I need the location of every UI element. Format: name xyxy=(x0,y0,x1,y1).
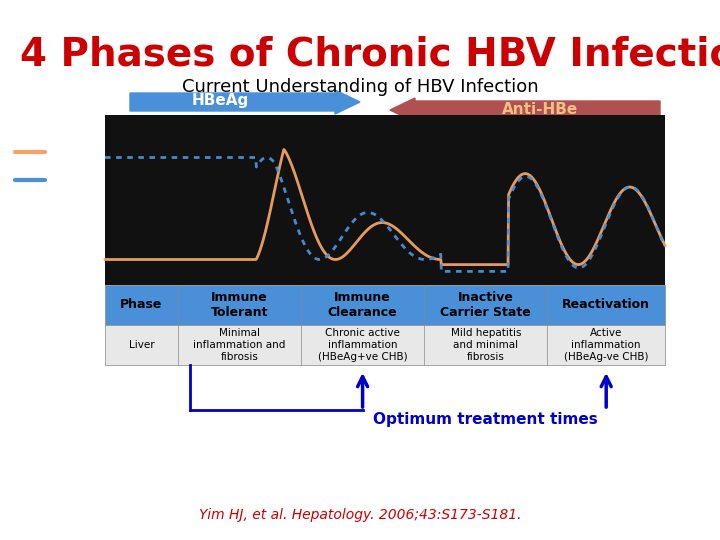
Text: Reactivation: Reactivation xyxy=(562,299,650,312)
Text: Chronic active
inflammation
(HBeAg+ve CHB): Chronic active inflammation (HBeAg+ve CH… xyxy=(318,328,408,362)
Text: Yim HJ, et al. Hepatology. 2006;43:S173-S181.: Yim HJ, et al. Hepatology. 2006;43:S173-… xyxy=(199,508,521,522)
Bar xyxy=(105,285,665,325)
Text: Current Understanding of HBV Infection: Current Understanding of HBV Infection xyxy=(181,78,539,96)
Text: Liver: Liver xyxy=(129,340,154,350)
Text: HBeAg: HBeAg xyxy=(192,93,248,109)
FancyArrow shape xyxy=(130,90,360,114)
Bar xyxy=(105,115,665,285)
Text: Immune
Clearance: Immune Clearance xyxy=(328,291,397,319)
Text: Phase: Phase xyxy=(120,299,163,312)
Text: Mild hepatitis
and minimal
fibrosis: Mild hepatitis and minimal fibrosis xyxy=(451,328,521,362)
Text: Immune
Tolerant: Immune Tolerant xyxy=(211,291,268,319)
Text: HBV DNA: HBV DNA xyxy=(37,164,100,177)
Text: Minimal
inflammation and
fibrosis: Minimal inflammation and fibrosis xyxy=(193,328,286,362)
Text: ALT activity: ALT activity xyxy=(19,133,100,146)
Text: Optimum treatment times: Optimum treatment times xyxy=(373,412,598,427)
Bar xyxy=(105,325,665,365)
Text: Active
inflammation
(HBeAg-ve CHB): Active inflammation (HBeAg-ve CHB) xyxy=(564,328,649,362)
Text: 4 Phases of Chronic HBV Infection: 4 Phases of Chronic HBV Infection xyxy=(20,35,720,73)
FancyArrow shape xyxy=(390,98,660,122)
Text: Anti-HBe: Anti-HBe xyxy=(502,102,578,117)
Text: Inactive
Carrier State: Inactive Carrier State xyxy=(441,291,531,319)
